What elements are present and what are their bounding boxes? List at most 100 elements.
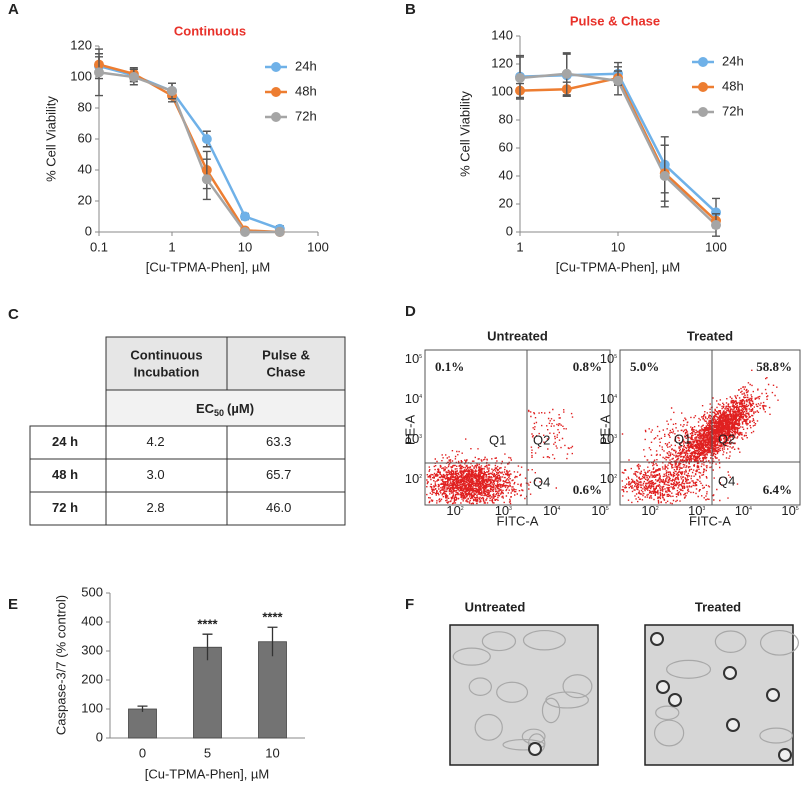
y-tick-label: 80 [78, 99, 92, 114]
tick-base: 10 [405, 431, 419, 446]
data-point [94, 67, 104, 78]
quadrant-label: Q4 [718, 473, 735, 488]
tick-base: 10 [600, 471, 614, 486]
y-axis-title: % Cell Viability [43, 96, 58, 182]
ec50-header: EC50 (µM) [196, 401, 254, 418]
y-tick-label: 103 [405, 431, 422, 446]
rounded-cell [766, 688, 780, 702]
rounded-cell [723, 666, 737, 680]
x-axis-title: FITC-A [497, 513, 539, 528]
quadrant-label: Q4 [533, 474, 550, 489]
quadrant-label: Q2 [718, 431, 735, 446]
cell-outline [759, 629, 799, 656]
y-tick-label: 102 [600, 471, 617, 486]
micrograph [449, 624, 599, 766]
y-tick-label: 500 [81, 584, 103, 599]
tick-exponent: 3 [703, 506, 706, 512]
x-tick-label: 105 [781, 503, 798, 518]
legend-marker [698, 107, 708, 117]
legend-label: 24h [722, 53, 744, 68]
data-point [240, 227, 250, 237]
x-tick-label: 5 [204, 745, 211, 760]
x-tick-label: 103 [495, 503, 512, 518]
y-tick-label: 104 [405, 391, 422, 406]
data-point [613, 75, 623, 86]
series-line [98, 71, 280, 234]
error-bar [267, 626, 278, 657]
y-axis-title: PE-A [597, 415, 612, 446]
bar [258, 641, 287, 739]
x-tick-label: 10 [611, 239, 625, 254]
tick-exponent: 5 [614, 354, 617, 360]
y-tick-label: 60 [499, 139, 513, 154]
data-point [659, 171, 670, 181]
data-point [128, 72, 139, 82]
y-tick-label: 140 [491, 27, 513, 42]
tick-base: 10 [641, 503, 655, 518]
y-tick-label: 0 [96, 729, 103, 744]
cell-outline [541, 697, 561, 724]
row-header: 72 h [52, 500, 78, 515]
chart-title: Continuous [174, 23, 246, 38]
tick-base: 10 [405, 471, 419, 486]
panel-letter: A [8, 1, 19, 18]
data-point [711, 207, 721, 218]
data-point [274, 227, 285, 237]
cell-outline [474, 713, 503, 741]
y-tick-label: 120 [70, 37, 92, 52]
rounded-cell [650, 632, 664, 646]
panel-letter: D [405, 303, 416, 320]
panel-letter: C [8, 306, 19, 323]
x-axis-title: [Cu-TPMA-Phen], µM [145, 766, 270, 781]
plot-title: Treated [687, 328, 733, 343]
y-tick-label: 400 [81, 613, 103, 628]
table-cell [226, 336, 346, 391]
x-tick-label: 1 [168, 239, 175, 254]
table-value: 65.7 [266, 467, 291, 482]
y-tick-label: 104 [600, 391, 617, 406]
x-tick-label: 0.1 [90, 239, 108, 254]
tick-exponent: 2 [614, 474, 617, 480]
tick-exponent: 4 [558, 506, 561, 512]
tick-base: 10 [600, 391, 614, 406]
x-tick-label: 10 [238, 239, 252, 254]
rounded-cell [726, 718, 740, 732]
scatter-dots [426, 408, 574, 505]
rounded-cell [668, 693, 682, 707]
y-tick-label: 20 [78, 192, 92, 207]
x-axis-title: [Cu-TPMA-Phen], µM [146, 259, 271, 274]
x-tick-label: 105 [591, 503, 608, 518]
tick-base: 10 [735, 503, 749, 518]
tick-base: 10 [446, 503, 460, 518]
y-tick-label: 80 [499, 111, 513, 126]
x-tick-label: 102 [446, 503, 463, 518]
image-title: Untreated [465, 599, 526, 614]
table-value: 3.0 [147, 467, 165, 482]
y-tick-label: 105 [405, 351, 422, 366]
rounded-cell [528, 742, 542, 756]
y-tick-label: 40 [78, 161, 92, 176]
ec-text: EC [196, 401, 215, 416]
y-tick-label: 102 [405, 471, 422, 486]
data-point [201, 174, 212, 185]
ec-subscript: 50 [214, 408, 224, 418]
tick-exponent: 5 [606, 506, 609, 512]
data-point [515, 73, 525, 83]
tick-base: 10 [600, 351, 614, 366]
data-point [240, 211, 250, 222]
bar [193, 646, 222, 739]
x-tick-label: 100 [307, 239, 329, 254]
table-cell [105, 458, 228, 493]
tick-base: 10 [405, 391, 419, 406]
tick-exponent: 5 [419, 354, 422, 360]
cell-outline [714, 630, 747, 653]
quadrant-label: Q1 [489, 432, 506, 447]
table-value: 4.2 [147, 434, 165, 449]
series-line [519, 76, 717, 222]
tick-base: 10 [591, 503, 605, 518]
tick-base: 10 [781, 503, 795, 518]
quadrant-label: Q1 [674, 431, 691, 446]
tick-base: 10 [543, 503, 557, 518]
cell-outline [452, 647, 491, 666]
